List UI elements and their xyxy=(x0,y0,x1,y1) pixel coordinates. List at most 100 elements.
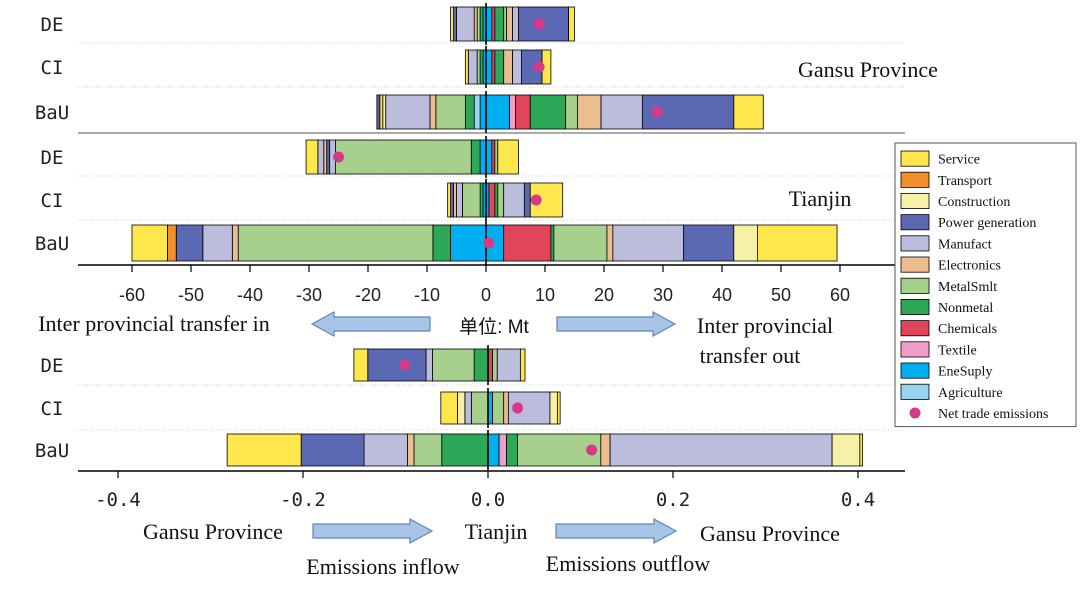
bottom-bau-net-dot xyxy=(586,444,598,456)
bottom-bau-row-label: BaU xyxy=(35,440,69,462)
bottom-de-row-label: DE xyxy=(41,355,64,377)
top-gansu-province-ci-bar-in-manufact xyxy=(467,49,478,85)
top-tianjin-bau-bar-in-manufact xyxy=(202,224,233,262)
top-gansu-province-bau-bar-in-agriculture xyxy=(473,94,481,130)
top-x-tick-label: 40 xyxy=(712,285,732,305)
top-tianjin-bau-net-dot xyxy=(483,237,495,249)
top-gansu-province-ci-net-dot xyxy=(533,61,545,73)
label-emissions-outflow: Emissions outflow xyxy=(546,551,711,576)
top-tianjin-ci-bar-in-service xyxy=(447,182,451,218)
axis-layer: -60 -50 -40 -30 -20 -10 0 10 20 30 40 50 60 -0.4 -0.2 0… xyxy=(78,264,905,511)
bottom-x-tick-label: -0.2 xyxy=(280,489,326,511)
top-gansu-province-ci-bar-in-nonmetal xyxy=(479,49,484,85)
top-tianjin-bau-bar-out-electronics xyxy=(606,224,614,262)
bottom-x-tick-label: 0.2 xyxy=(656,489,690,511)
legend-label-net-trade-emissions: Net trade emissions xyxy=(938,407,1048,422)
top-tianjin-bau-bar-in-service xyxy=(131,224,168,262)
top-gansu-province-ci-bar-out-enesuply xyxy=(485,49,493,85)
bottom-bau-bar-out-manufact xyxy=(609,433,833,467)
bottom-de-bar-in-metalsmlt xyxy=(432,348,475,382)
top-tianjin-ci-bar-out-manufact xyxy=(503,182,525,218)
bars-layer xyxy=(131,3,864,470)
top-gansu-province-ci-bar-out-manufact xyxy=(512,49,522,85)
top-tianjin-bau-bar-out-chemicals xyxy=(503,224,552,262)
legend-label-service: Service xyxy=(938,153,980,168)
bottom-ci-bar-in-metalsmlt xyxy=(470,391,489,425)
top-tianjin-bau-bar-out-metalsmlt xyxy=(553,224,608,262)
top-tianjin-bau-bar-in-power-generation xyxy=(175,224,204,262)
bottom-x-tick-label: 0.4 xyxy=(841,489,875,511)
label-transfer-out-line2: transfer out xyxy=(700,343,801,368)
bottom-de-bar-out-manufact xyxy=(496,348,521,382)
top-tianjin-ci-bar-out-power-generation xyxy=(523,182,531,218)
top-gansu-province-bau-net-dot xyxy=(651,106,663,118)
top-gansu-province-de-bar-out-manufact xyxy=(512,6,519,42)
legend-swatch-net-trade-emissions xyxy=(909,407,921,419)
bottom-ci-bar-in-service xyxy=(440,391,458,425)
top-tianjin-de-bar-in-electronics xyxy=(323,139,328,175)
top-gansu-province-de-bar-out-chemicals xyxy=(491,6,496,42)
top-gansu-province-de-bar-in-manufact xyxy=(456,6,475,42)
top-tianjin-bau-bar-in-electronics xyxy=(231,224,239,262)
legend-label-enesuply: EneSuply xyxy=(938,365,992,380)
top-gansu-province-ci-bar-out-nonmetal xyxy=(494,49,505,85)
panel-label-tianjin: Tianjin xyxy=(789,186,852,211)
bottom-ci-bar-in-manufact xyxy=(464,391,472,425)
top-x-tick-label: -50 xyxy=(178,285,204,305)
top-gansu-province-de-bar-in-metalsmlt xyxy=(476,6,481,42)
grid-layer xyxy=(78,42,905,431)
bottom-bau-bar-in-power-generation xyxy=(300,433,365,467)
top-tianjin-de-bar-in-service xyxy=(305,139,319,175)
bottom-bau-bar-out-nonmetal xyxy=(506,433,519,467)
legend-swatch-textile xyxy=(900,341,930,358)
top-gansu-province-bau-bar-out-chemicals xyxy=(515,94,531,130)
legend-swatch-power-generation xyxy=(900,214,930,231)
bottom-bau-bar-out-construction xyxy=(831,433,861,467)
top-gansu-province-de-bar-out-metalsmlt xyxy=(503,6,508,42)
top-x-tick-label: -20 xyxy=(355,285,381,305)
top-gansu-province-de-bar-out-nonmetal xyxy=(494,6,505,42)
top-x-tick-label: 30 xyxy=(653,285,673,305)
bottom-de-bar-in-nonmetal xyxy=(473,348,489,382)
bottom-bau-bar-in-manufact xyxy=(363,433,408,467)
legend-layer: Service Transport Construction Power genera… xyxy=(894,142,1077,428)
legend-label-manufact: Manufact xyxy=(938,237,992,252)
legend-swatch-construction xyxy=(900,192,930,209)
top-gansu-province-bau-bar-in-manufact xyxy=(385,94,431,130)
bottom-x-tick-label: 0.0 xyxy=(471,489,505,511)
bottom-de-bar-out-service xyxy=(519,348,526,382)
bottom-ci-net-dot xyxy=(512,402,524,414)
top-x-tick-label: -40 xyxy=(237,285,263,305)
panel-label-gansu: Gansu Province xyxy=(798,57,938,82)
top-gansu-province-de-bar-in-nonmetal xyxy=(479,6,484,42)
bottom-bau-bar-in-metalsmlt xyxy=(413,433,443,467)
bottom-bau-bar-in-service xyxy=(226,433,302,467)
top-gansu-province-de-bar-in-power-generation xyxy=(453,6,457,42)
top-gansu-province-bau-bar-out-manufact xyxy=(600,94,643,130)
legend-label-nonmetal: Nonmetal xyxy=(938,301,993,316)
top-gansu-province-bau-bar-out-service xyxy=(733,94,764,130)
top-gansu-province-bau-bar-in-power-generation xyxy=(376,94,381,130)
legend-swatch-agriculture xyxy=(900,383,930,400)
top-gansu-province-bau-bar-out-nonmetal xyxy=(529,94,567,130)
top-gansu-province-de-bar-out-electronics xyxy=(506,6,513,42)
top-tianjin-de-bar-out-chemicals xyxy=(491,139,496,175)
legend-label-transport: Transport xyxy=(938,174,992,189)
label-tianjin: Tianjin xyxy=(465,519,528,544)
top-tianjin-ci-bar-out-chemicals xyxy=(488,182,496,218)
top-tianjin-ci-bar-in-electronics xyxy=(453,182,457,218)
top-tianjin-de-bar-out-metalsmlt xyxy=(494,139,499,175)
label-transfer-out-line1: Inter provincial xyxy=(697,313,833,338)
bottom-de-bar-in-service xyxy=(353,348,369,382)
top-tianjin-de-bar-in-manufact xyxy=(317,139,325,175)
top-tianjin-ci-bar-out-nonmetal xyxy=(494,182,499,218)
top-gansu-province-bau-row-label: BaU xyxy=(35,102,69,124)
top-gansu-province-bau-bar-out-electronics xyxy=(577,94,602,130)
bottom-de-bar-in-manufact xyxy=(425,348,433,382)
top-gansu-province-bau-bar-out-textile xyxy=(509,94,516,130)
bottom-bau-bar-in-electronics xyxy=(407,433,415,467)
top-tianjin-de-bar-in-nonmetal xyxy=(470,139,481,175)
legend-swatch-service xyxy=(900,150,930,167)
bottom-ci-bar-in-construction xyxy=(457,391,466,425)
